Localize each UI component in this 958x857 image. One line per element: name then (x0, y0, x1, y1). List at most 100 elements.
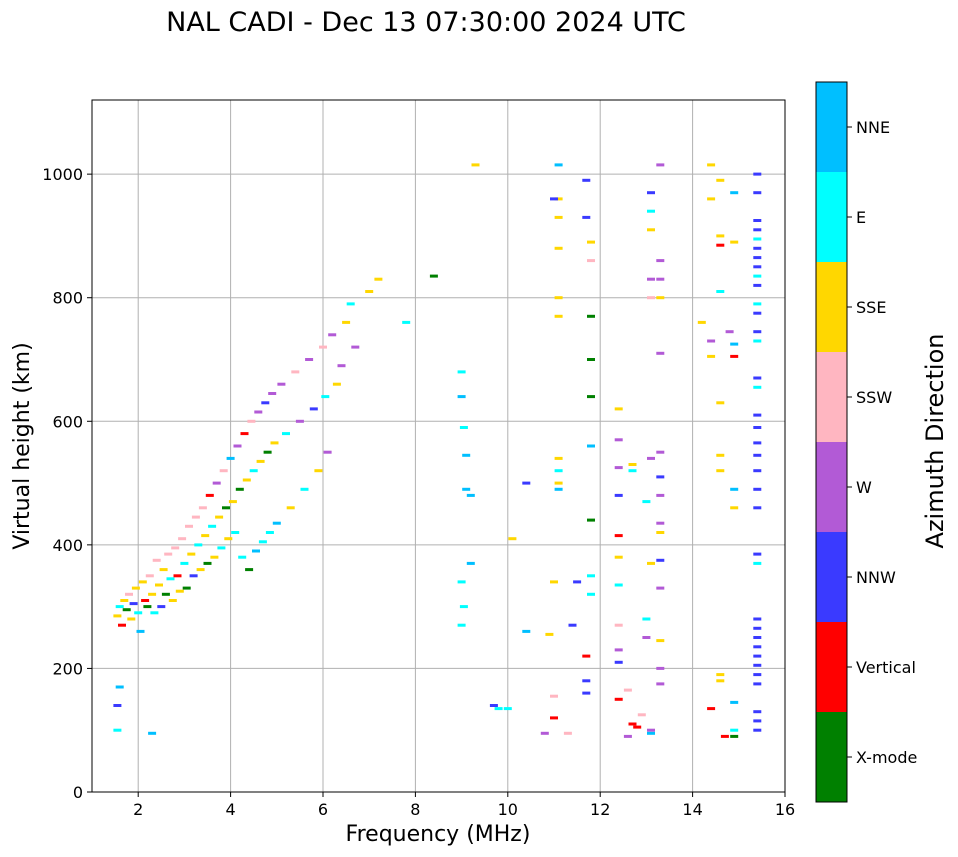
echo-point (716, 290, 725, 293)
colorbar-frame (815, 81, 848, 803)
echo-point (707, 339, 716, 343)
echo-point (587, 259, 595, 263)
echo-point (187, 552, 196, 556)
echo-point (309, 407, 318, 411)
echo-point (623, 688, 632, 692)
echo-point (753, 274, 762, 278)
echo-point (568, 623, 577, 627)
echo-point (252, 549, 260, 553)
echo-point (614, 555, 623, 559)
echo-point (554, 456, 563, 460)
colorbar-segment (816, 622, 847, 712)
echo-point (277, 382, 286, 386)
echo-point (182, 586, 191, 590)
y-axis-ticks: 0 200 400 600 800 1000 (42, 165, 92, 802)
echo-point (226, 456, 235, 460)
echo-point (582, 654, 591, 658)
echo-point (365, 290, 374, 293)
echo-point (753, 487, 762, 491)
echo-point (115, 685, 124, 689)
echo-point (753, 552, 762, 556)
echo-point (647, 191, 655, 195)
echo-point (647, 296, 655, 300)
echo-point (707, 707, 716, 711)
echo-point (656, 558, 665, 562)
echo-point (725, 330, 734, 334)
echo-point (508, 537, 517, 541)
colorbar-segment (816, 352, 847, 442)
echo-point (730, 506, 739, 510)
echo-point (254, 410, 263, 414)
echo-point (614, 534, 623, 538)
echo-point (753, 246, 762, 250)
echo-point (282, 432, 290, 436)
echo-point (346, 302, 355, 306)
echo-point (587, 240, 595, 244)
echo-point (328, 333, 337, 337)
echo-point (247, 419, 256, 423)
echo-point (238, 555, 247, 559)
x-tick-label: 10 (498, 800, 518, 819)
echo-point (614, 407, 623, 411)
echo-point (143, 605, 152, 609)
echo-point (554, 314, 563, 318)
echo-point (136, 629, 145, 633)
echo-point (219, 469, 228, 473)
echo-point (730, 354, 739, 358)
echo-point (647, 456, 655, 460)
echo-point (270, 441, 279, 445)
echo-point (457, 370, 466, 374)
echo-point (166, 577, 175, 581)
data-points (113, 163, 762, 738)
echo-point (494, 707, 503, 711)
echo-point (457, 580, 466, 584)
echo-point (217, 546, 226, 550)
echo-point (203, 561, 212, 565)
echo-point (554, 481, 563, 485)
echo-point (614, 583, 623, 587)
echo-point (587, 314, 595, 318)
echo-point (194, 543, 203, 547)
echo-point (647, 728, 655, 732)
echo-point (466, 561, 475, 565)
echo-point (249, 469, 258, 473)
echo-point (582, 178, 591, 182)
echo-point (256, 459, 265, 463)
echo-point (753, 330, 762, 334)
echo-point (587, 574, 595, 578)
echo-point (656, 586, 665, 590)
echo-point (730, 700, 739, 704)
echo-point (753, 710, 762, 714)
echo-point (258, 540, 267, 544)
echo-point (753, 228, 762, 232)
echo-point (753, 673, 762, 677)
colorbar-tick-label: NNE (856, 118, 890, 137)
echo-point (587, 518, 595, 522)
echo-point (164, 552, 173, 556)
y-tick-label: 1000 (42, 165, 83, 184)
echo-point (716, 243, 725, 247)
echo-point (753, 283, 762, 287)
echo-point (122, 608, 131, 612)
echo-point (656, 296, 665, 300)
echo-point (522, 629, 531, 633)
colorbar-tick-label: E (856, 208, 866, 227)
echo-point (753, 191, 762, 195)
y-axis-label: Virtual height (km) (10, 342, 35, 549)
echo-point (633, 725, 642, 729)
echo-point (374, 277, 383, 281)
echo-point (459, 426, 468, 429)
echo-point (466, 493, 475, 497)
echo-point (753, 441, 762, 445)
echo-point (753, 453, 762, 457)
echo-point (145, 574, 154, 578)
echo-point (720, 734, 729, 738)
echo-point (730, 728, 739, 732)
echo-point (753, 663, 762, 667)
echo-point (582, 215, 591, 219)
echo-point (753, 682, 762, 686)
echo-point (231, 531, 240, 534)
echo-point (321, 395, 330, 399)
echo-point (753, 636, 762, 639)
echo-point (189, 574, 198, 578)
